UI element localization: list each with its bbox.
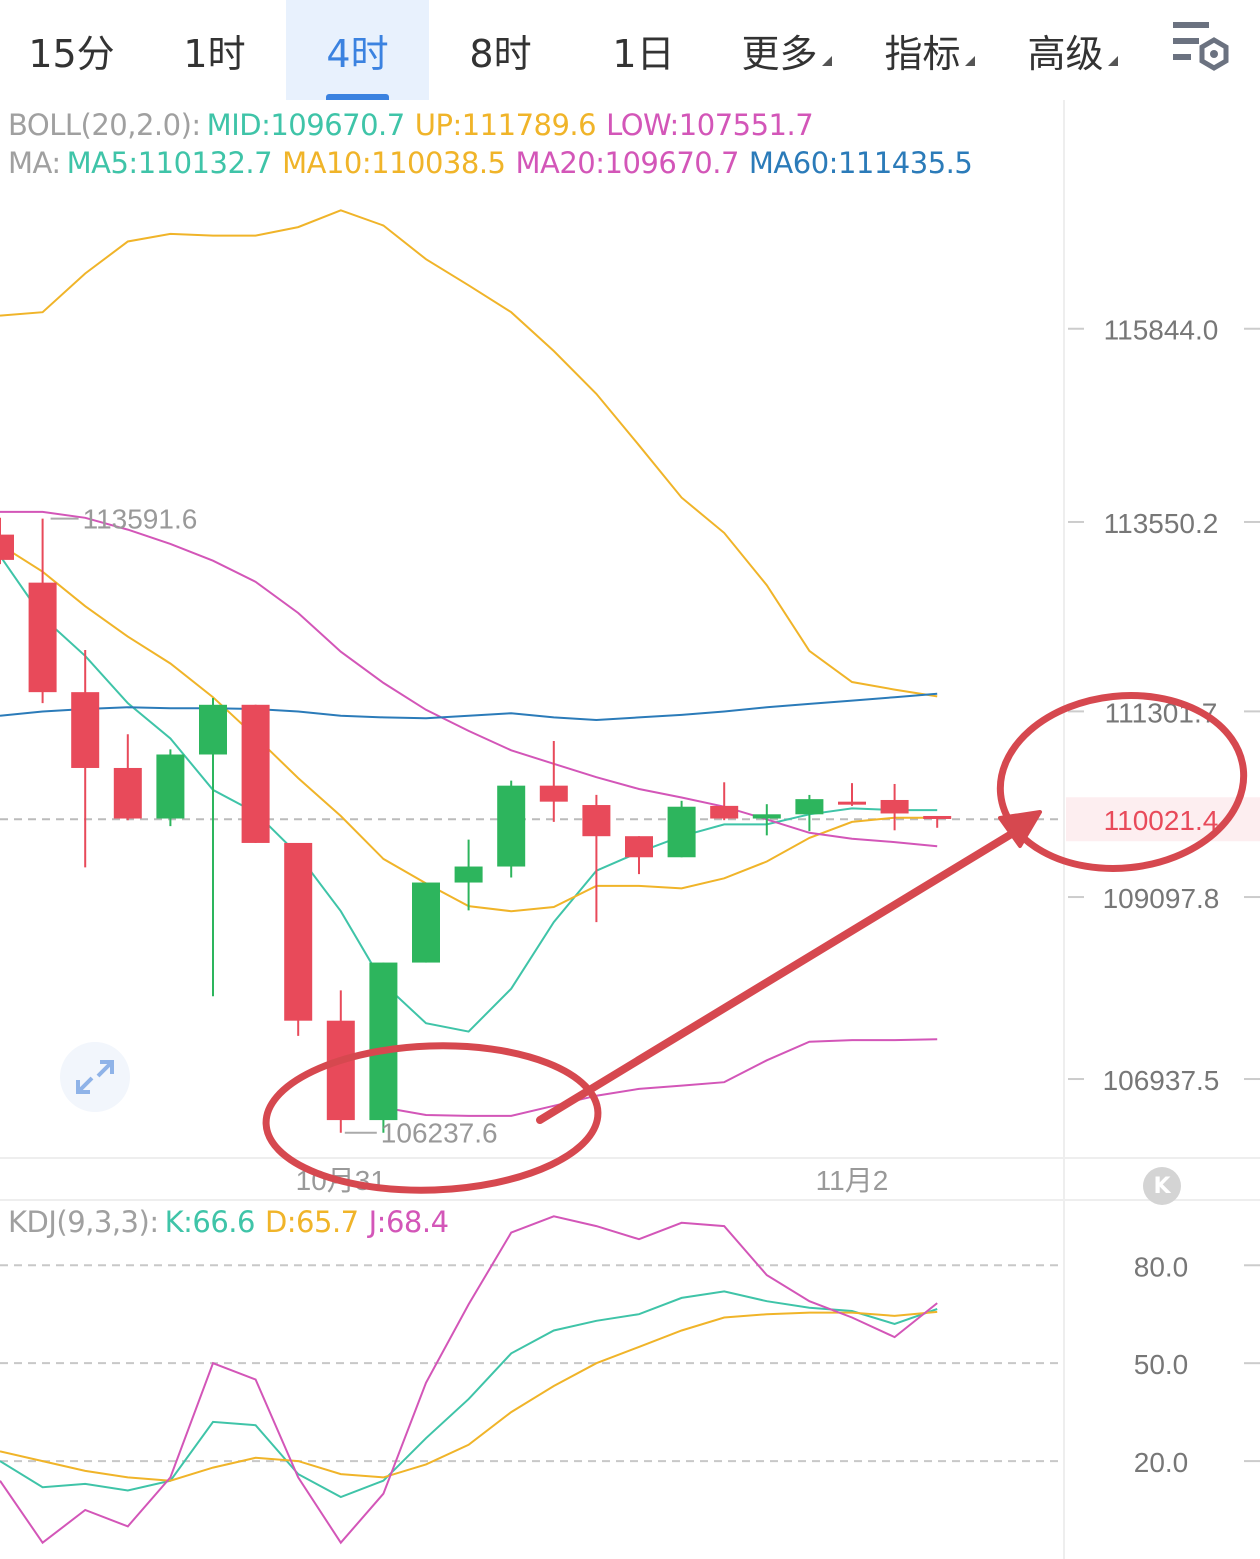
tab-advanced[interactable]: 高级 xyxy=(1001,0,1144,100)
candle-body xyxy=(0,534,14,560)
low-marker-label: 106237.6 xyxy=(381,1118,498,1149)
ma-legend: MA: MA5:110132.7 MA10:110038.5 MA20:109670.… xyxy=(8,146,982,180)
tab-label: 8时 xyxy=(469,31,532,76)
ma60-value: MA60:111435.5 xyxy=(748,146,973,180)
tab-label: 指标 xyxy=(884,31,961,76)
series-line-up xyxy=(0,209,938,698)
boll-legend: BOLL(20,2.0): MID:109670.7 UP:111789.6 LOW:… xyxy=(8,108,823,142)
candle-body xyxy=(28,582,57,693)
annotation-arrow-head xyxy=(998,810,1042,848)
candle-body xyxy=(838,801,866,805)
kdj-legend-name: KDJ(9,3,3): xyxy=(8,1205,159,1239)
annotation-arrow-shaft xyxy=(536,826,1022,1124)
kdj-axis-label: 80.0 xyxy=(1134,1251,1189,1282)
kdj-line-j xyxy=(0,1215,938,1545)
candle-body xyxy=(752,814,781,819)
kdj-k-value: K:66.6 xyxy=(164,1205,256,1239)
candle-body xyxy=(539,785,568,802)
dropdown-caret-icon xyxy=(964,56,975,66)
kdj-line-k xyxy=(0,1290,938,1499)
candle-body xyxy=(156,754,185,819)
tab-more[interactable]: 更多 xyxy=(715,0,858,100)
candle-body xyxy=(454,866,483,883)
high-marker-label: 113591.6 xyxy=(83,504,198,535)
boll-mid-value: MID:109670.7 xyxy=(206,108,406,142)
candle-body xyxy=(369,962,398,1121)
kdj-legend: KDJ(9,3,3): K:66.6 D:65.7 J:68.4 xyxy=(8,1205,459,1239)
active-tab-indicator xyxy=(326,94,389,100)
ma10-value: MA10:110038.5 xyxy=(282,146,506,180)
tab-4h[interactable]: 4时 xyxy=(286,0,429,100)
ma5-value: MA5:110132.7 xyxy=(66,146,273,180)
boll-legend-name: BOLL(20,2.0): xyxy=(8,108,201,142)
price-axis-label: 109097.8 xyxy=(1103,883,1220,914)
tab-1d[interactable]: 1日 xyxy=(572,0,715,100)
candle-body xyxy=(795,799,824,815)
tab-indicators[interactable]: 指标 xyxy=(858,0,1001,100)
tab-label: 4时 xyxy=(326,31,389,76)
candle-body xyxy=(326,1020,355,1121)
tab-label: 高级 xyxy=(1027,31,1104,76)
dropdown-caret-icon xyxy=(821,56,832,66)
expand-icon[interactable] xyxy=(60,1042,130,1112)
tab-label: 1日 xyxy=(612,31,675,76)
tab-label: 更多 xyxy=(741,31,818,76)
ma-legend-name: MA: xyxy=(8,146,61,180)
candle-body xyxy=(710,805,739,819)
kdj-d-value: D:65.7 xyxy=(264,1205,359,1239)
annotation-circle-price xyxy=(996,692,1248,872)
candle-body xyxy=(284,842,313,1021)
candle-body xyxy=(71,692,100,768)
candle-body xyxy=(880,799,909,814)
candle-body xyxy=(625,836,653,858)
candle-body xyxy=(582,805,611,837)
tab-8h[interactable]: 8时 xyxy=(429,0,572,100)
series-line-low xyxy=(383,1038,938,1117)
rewind-icon[interactable]: K xyxy=(1143,1167,1181,1205)
candle-body xyxy=(199,704,227,755)
tab-15m[interactable]: 15分 xyxy=(0,0,143,100)
chart-settings-icon[interactable] xyxy=(1168,16,1236,76)
tab-label: 15分 xyxy=(28,31,115,76)
timeframe-tabs: 15分 1时 4时 8时 1日 更多 指标 高级 xyxy=(0,0,1260,100)
dropdown-caret-icon xyxy=(1107,56,1118,66)
kdj-line-d xyxy=(0,1310,938,1482)
x-axis-label: 11月2 xyxy=(816,1165,889,1196)
candle-body xyxy=(412,882,440,963)
candle-body xyxy=(497,785,526,867)
candle-body xyxy=(667,806,696,858)
price-axis-label: 115844.0 xyxy=(1104,315,1219,346)
price-axis-label: 106937.5 xyxy=(1103,1065,1220,1096)
current-price-label: 110021.4 xyxy=(1104,805,1219,836)
series-line-ma20 xyxy=(0,510,938,848)
annotation-circle-low xyxy=(262,1042,602,1194)
boll-up-value: UP:111789.6 xyxy=(414,108,597,142)
tab-label: 1时 xyxy=(183,31,246,76)
series-line-ma60 xyxy=(0,692,938,722)
kdj-axis-label: 20.0 xyxy=(1134,1447,1189,1478)
ma20-value: MA20:109670.7 xyxy=(515,146,740,180)
kdj-axis-label: 50.0 xyxy=(1134,1349,1189,1380)
tab-1h[interactable]: 1时 xyxy=(143,0,286,100)
candle-body xyxy=(923,815,952,819)
series-line-ma5 xyxy=(0,555,938,1033)
price-axis-label: 113550.2 xyxy=(1104,508,1219,539)
candle-body xyxy=(241,704,270,843)
candle-body xyxy=(113,767,142,819)
kdj-j-value: J:68.4 xyxy=(368,1205,449,1239)
boll-low-value: LOW:107551.7 xyxy=(606,108,814,142)
